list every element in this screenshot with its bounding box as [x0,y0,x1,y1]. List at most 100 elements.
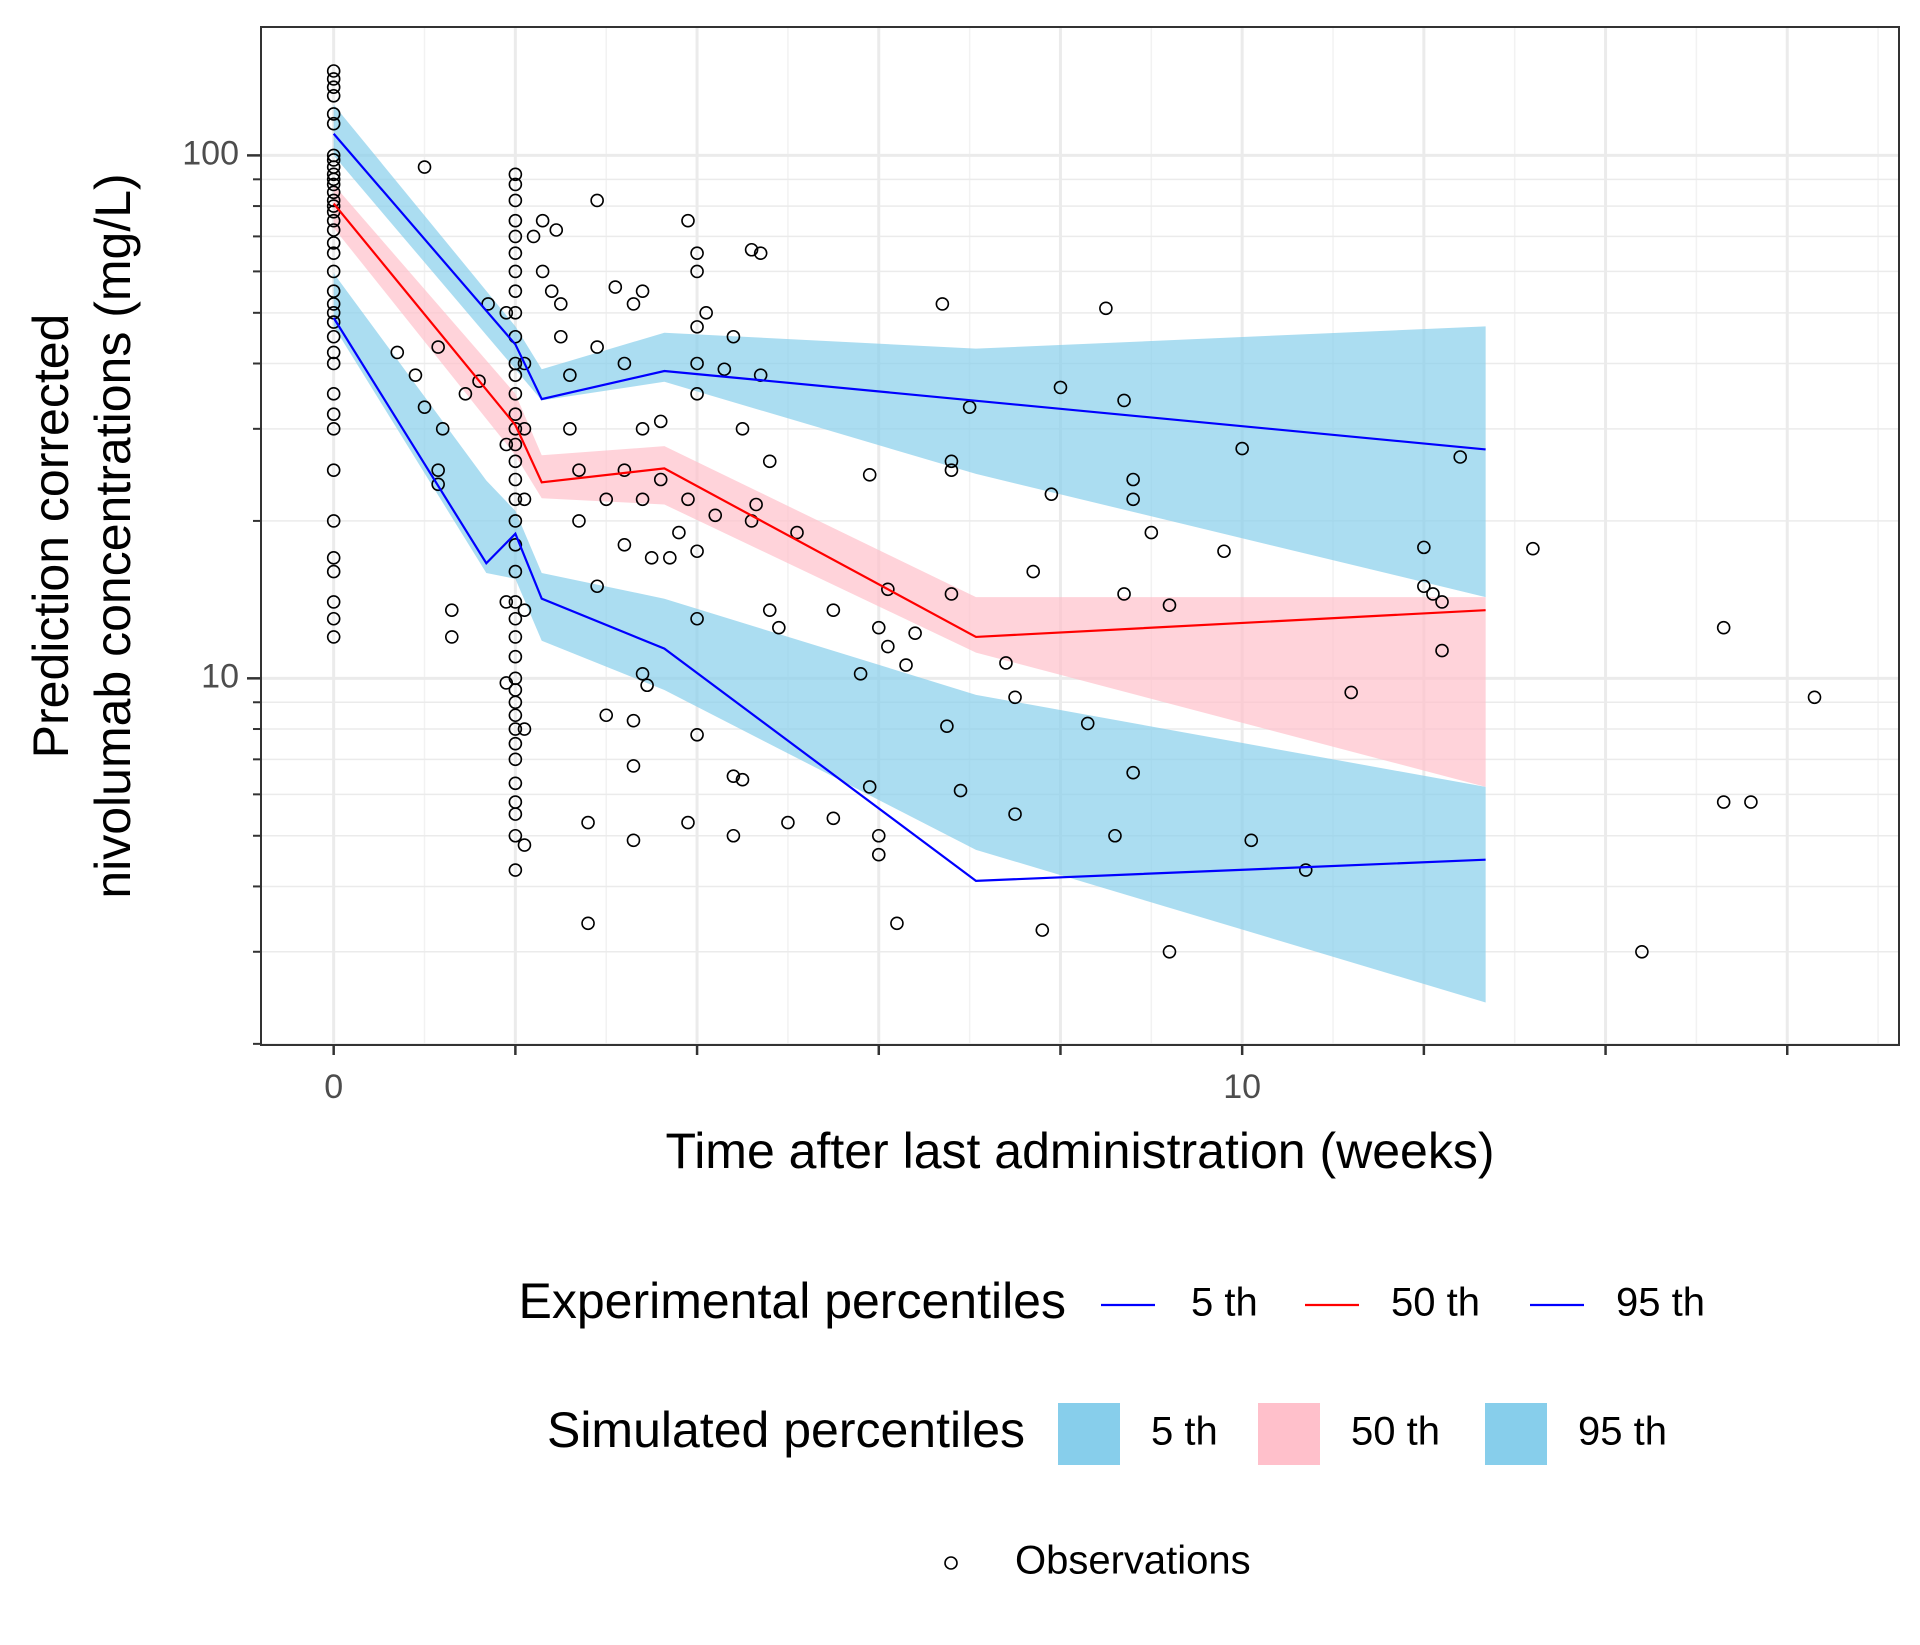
observation [508,807,523,821]
observation [508,492,523,507]
observation [1244,833,1259,848]
observation [881,582,895,597]
observation [617,356,632,371]
observation [326,199,341,213]
observation [444,603,459,617]
observation [749,497,763,512]
observation [326,387,341,401]
legend-key [1058,1403,1120,1465]
observation [762,603,777,617]
observation [326,172,341,187]
observation [1716,620,1731,635]
observation [1344,685,1358,700]
observation [653,414,668,429]
observation [690,246,704,261]
observation [590,340,604,354]
observation [326,246,341,261]
observation [653,472,668,487]
observation [1126,472,1140,487]
observation [508,422,523,436]
y-axis-title: Prediction corrected [23,314,79,759]
observation [326,264,341,279]
observation [1298,863,1313,877]
observation [517,422,532,436]
observation [508,193,523,208]
observation [699,306,713,320]
observation [563,422,577,436]
observation [508,177,523,192]
observation [944,463,959,478]
observation [1426,587,1440,601]
observation [544,284,559,298]
observation [590,579,604,594]
observation [444,630,459,644]
observation [508,387,523,401]
observation [1635,944,1649,959]
legend-label: 50 th [1391,1281,1480,1325]
legend-key [1258,1403,1320,1465]
observation [517,722,532,736]
y-axis-title: nivolumab concentrations (mg/L) [85,173,141,898]
observation [572,463,586,478]
observation [862,468,877,482]
observation [1080,716,1095,731]
observation [326,185,341,200]
observation [499,306,514,320]
observation [726,329,741,344]
legend-label: 5 th [1151,1410,1218,1454]
observation [326,236,341,250]
observation [826,603,841,617]
observation [599,708,614,723]
observation [762,454,777,469]
legend-label: Observations [1015,1539,1251,1583]
observation [417,160,432,174]
observation [508,649,523,664]
observation [508,368,523,382]
percentile-line [332,317,1486,882]
observation [431,477,445,492]
legend-key [1485,1403,1547,1465]
observation [1126,765,1140,780]
observation [908,626,922,640]
observation [326,177,341,192]
observation [1162,944,1177,959]
observation [581,916,595,931]
observation [508,306,523,320]
observation [1108,828,1122,843]
observation [326,116,341,131]
observation [508,284,523,298]
x-axis-title: Time after last administration (weeks) [666,1123,1495,1179]
observation [871,620,886,635]
observation [871,847,886,862]
observation [326,80,341,95]
observation [1217,544,1231,559]
observation [508,437,523,452]
observation [690,356,704,371]
observation [326,345,341,360]
observation [508,722,523,736]
observation [390,345,405,360]
observation [435,422,450,436]
observation [326,297,341,311]
observation [626,297,641,311]
observation [644,551,659,565]
observation [508,695,523,710]
observation [517,603,532,617]
observation [935,297,950,311]
observation [563,368,577,382]
observation [1744,795,1758,809]
legend-title: Simulated percentiles [547,1402,1025,1458]
observation [626,759,641,773]
observation [1807,690,1822,705]
observation [508,472,523,487]
observation [1435,643,1449,658]
observation [790,525,804,540]
observation [526,229,541,244]
observation [681,492,695,507]
observation [853,667,868,681]
observation [535,264,550,279]
observation [744,242,759,257]
observation [508,828,523,843]
observation [681,815,695,830]
observation [326,64,341,78]
